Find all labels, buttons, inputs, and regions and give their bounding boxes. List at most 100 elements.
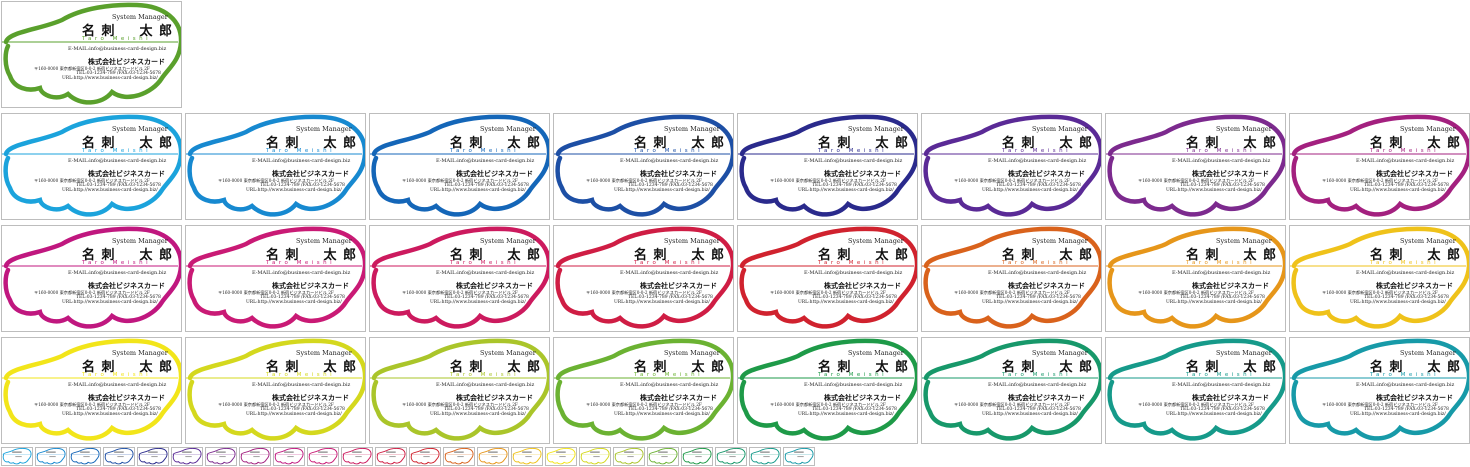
given-name: 太 郎 [1427,360,1462,375]
business-card[interactable]: System Manager 名 刺 太 郎 Taro Meishi E-MAIL… [1289,113,1470,220]
website-url: URL:http://www.business-card-design.biz/ [614,300,710,305]
phone-fax-text: TEL:03-1234-789 /FAX:03-1234-5678 [628,407,713,412]
business-card[interactable]: System Manager 名 刺 太 郎 Taro Meishi E-MAIL… [553,225,734,332]
card-thumbnail[interactable] [443,447,475,466]
card-thumbnail[interactable] [579,447,611,466]
business-card[interactable]: System Manager 名 刺 太 郎 Taro Meishi E-MAIL… [737,113,918,220]
card-thumbnail[interactable] [647,447,679,466]
card-thumbnail[interactable] [171,447,203,466]
card-thumbnail[interactable] [205,447,237,466]
card-thumbnail[interactable] [137,447,169,466]
romanized-name: Taro Meishi [266,148,336,154]
business-card[interactable]: System Manager 名 刺 太 郎 Taro Meishi E-MAIL… [737,337,918,444]
company-name: 株式会社ビジネスカード [88,169,165,178]
business-card[interactable]: System Manager 名 刺 太 郎 Taro Meishi E-MAIL… [1,337,182,444]
card-thumbnail[interactable] [307,447,339,466]
job-title: System Manager [112,13,168,21]
business-card[interactable]: System Manager 名 刺 太 郎 Taro Meishi E-MAIL… [185,337,366,444]
card-thumbnail[interactable] [511,447,543,466]
card-thumbnail[interactable] [239,447,271,466]
job-title: System Manager [848,349,904,357]
business-card[interactable]: System Manager 名 刺 太 郎 Taro Meishi E-MAIL… [1,113,182,220]
card-thumbnail[interactable] [273,447,305,466]
business-card[interactable]: System Manager 名 刺 太 郎 Taro Meishi E-MAIL… [1105,225,1286,332]
address-text: 〒160-0000 東京都新宿区0-0-2 新宿ビジネスカードビル 2F [586,290,702,295]
given-name: 太 郎 [323,360,358,375]
email-text: E-MAIL:info@business-card-design.biz [1172,158,1271,164]
business-card[interactable]: System Manager 名 刺 太 郎 Taro Meishi E-MAIL… [921,337,1102,444]
person-name: 名 刺太 郎 [266,356,357,375]
card-thumbnail[interactable] [715,447,747,466]
given-name: 太 郎 [1243,248,1278,263]
business-card[interactable]: System Manager 名 刺 太 郎 Taro Meishi E-MAIL… [369,337,550,444]
email-text: E-MAIL:info@business-card-design.biz [988,270,1087,276]
company-name: 株式会社ビジネスカード [1008,169,1085,178]
job-title: System Manager [1032,237,1088,245]
company-name: 株式会社ビジネスカード [88,57,165,66]
given-name: 太 郎 [139,248,174,263]
given-name: 太 郎 [875,360,910,375]
card-thumbnail[interactable] [69,447,101,466]
given-name: 太 郎 [507,360,542,375]
card-thumbnail[interactable] [35,447,67,466]
card-thumbnail[interactable] [1,447,33,466]
business-card[interactable]: System Manager 名 刺 太 郎 Taro Meishi E-MAIL… [1,1,182,108]
card-thumbnail[interactable] [613,447,645,466]
address-text: 〒160-0000 東京都新宿区0-0-2 新宿ビジネスカードビル 2F [34,178,150,183]
family-name: 名 刺 [82,24,116,39]
address-text: 〒160-0000 東京都新宿区0-0-2 新宿ビジネスカードビル 2F [1138,290,1254,295]
business-card[interactable]: System Manager 名 刺 太 郎 Taro Meishi E-MAIL… [185,225,366,332]
person-name: 名 刺太 郎 [1186,356,1277,375]
card-thumbnail[interactable] [409,447,441,466]
person-name: 名 刺太 郎 [82,244,173,263]
job-title: System Manager [664,349,720,357]
business-card[interactable]: System Manager 名 刺 太 郎 Taro Meishi E-MAIL… [185,113,366,220]
person-name: 名 刺太 郎 [450,244,541,263]
card-thumbnail[interactable] [681,447,713,466]
person-name: 名 刺太 郎 [1370,132,1461,151]
business-card[interactable]: System Manager 名 刺 太 郎 Taro Meishi E-MAIL… [737,225,918,332]
cloud-frame-graphic [240,448,270,465]
family-name: 名 刺 [450,360,484,375]
person-name: 名 刺太 郎 [634,132,725,151]
business-card[interactable]: System Manager 名 刺 太 郎 Taro Meishi E-MAIL… [1105,337,1286,444]
phone-fax-text: TEL:03-1234-789 /FAX:03-1234-5678 [1180,295,1265,300]
given-name: 太 郎 [507,136,542,151]
business-card[interactable]: System Manager 名 刺 太 郎 Taro Meishi E-MAIL… [921,113,1102,220]
business-card[interactable]: System Manager 名 刺 太 郎 Taro Meishi E-MAIL… [553,337,734,444]
business-card[interactable]: System Manager 名 刺 太 郎 Taro Meishi E-MAIL… [921,225,1102,332]
address-text: 〒160-0000 東京都新宿区0-0-2 新宿ビジネスカードビル 2F [402,290,518,295]
email-text: E-MAIL:info@business-card-design.biz [436,270,535,276]
business-card[interactable]: System Manager 名 刺 太 郎 Taro Meishi E-MAIL… [1289,225,1470,332]
business-card[interactable]: System Manager 名 刺 太 郎 Taro Meishi E-MAIL… [553,113,734,220]
card-thumbnail[interactable] [375,447,407,466]
business-card[interactable]: System Manager 名 刺 太 郎 Taro Meishi E-MAIL… [1,225,182,332]
phone-fax-text: TEL:03-1234-789 /FAX:03-1234-5678 [76,183,161,188]
family-name: 名 刺 [634,136,668,151]
business-card[interactable]: System Manager 名 刺 太 郎 Taro Meishi E-MAIL… [369,113,550,220]
card-thumbnail[interactable] [545,447,577,466]
person-name: 名 刺太 郎 [818,132,909,151]
address-text: 〒160-0000 東京都新宿区0-0-2 新宿ビジネスカードビル 2F [770,290,886,295]
given-name: 太 郎 [139,24,174,39]
phone-fax-text: TEL:03-1234-789 /FAX:03-1234-5678 [812,183,897,188]
business-card[interactable]: System Manager 名 刺 太 郎 Taro Meishi E-MAIL… [369,225,550,332]
family-name: 名 刺 [450,136,484,151]
card-thumbnail[interactable] [783,447,815,466]
romanized-name: Taro Meishi [450,372,520,378]
business-card[interactable]: System Manager 名 刺 太 郎 Taro Meishi E-MAIL… [1105,113,1286,220]
card-thumbnail[interactable] [103,447,135,466]
address-text: 〒160-0000 東京都新宿区0-0-2 新宿ビジネスカードビル 2F [1322,402,1438,407]
company-name: 株式会社ビジネスカード [456,393,533,402]
card-thumbnail[interactable] [477,447,509,466]
business-card[interactable]: System Manager 名 刺 太 郎 Taro Meishi E-MAIL… [1289,337,1470,444]
family-name: 名 刺 [818,360,852,375]
card-thumbnail[interactable] [749,447,781,466]
email-text: E-MAIL:info@business-card-design.biz [252,270,351,276]
cloud-frame-graphic [2,2,181,105]
company-name: 株式会社ビジネスカード [1376,169,1453,178]
given-name: 太 郎 [691,248,726,263]
cloud-frame-graphic [738,114,917,217]
person-name: 名 刺太 郎 [450,356,541,375]
card-thumbnail[interactable] [341,447,373,466]
